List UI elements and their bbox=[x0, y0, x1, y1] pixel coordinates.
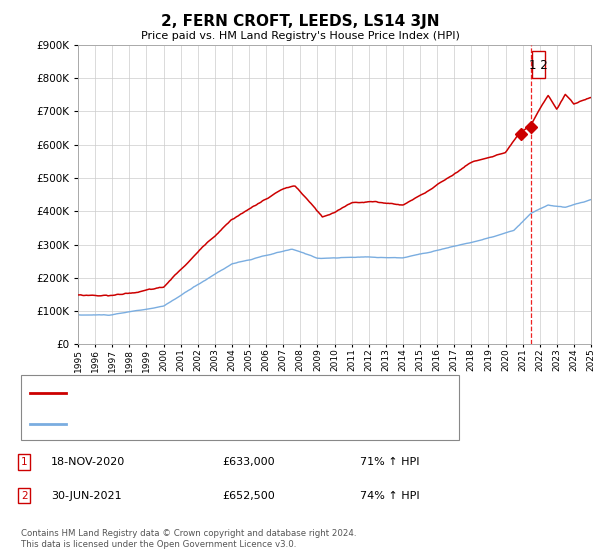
Text: 30-JUN-2021: 30-JUN-2021 bbox=[51, 491, 122, 501]
Text: HPI: Average price, detached house, Leeds: HPI: Average price, detached house, Leed… bbox=[72, 418, 295, 428]
Text: 74% ↑ HPI: 74% ↑ HPI bbox=[360, 491, 419, 501]
Text: 1: 1 bbox=[21, 457, 28, 467]
Text: 71% ↑ HPI: 71% ↑ HPI bbox=[360, 457, 419, 467]
Text: Contains HM Land Registry data © Crown copyright and database right 2024.
This d: Contains HM Land Registry data © Crown c… bbox=[21, 529, 356, 549]
Text: 18-NOV-2020: 18-NOV-2020 bbox=[51, 457, 125, 467]
Text: 2, FERN CROFT, LEEDS, LS14 3JN (detached house): 2, FERN CROFT, LEEDS, LS14 3JN (detached… bbox=[72, 388, 338, 398]
Text: 2: 2 bbox=[21, 491, 28, 501]
Text: Price paid vs. HM Land Registry's House Price Index (HPI): Price paid vs. HM Land Registry's House … bbox=[140, 31, 460, 41]
Text: £652,500: £652,500 bbox=[222, 491, 275, 501]
Text: 2, FERN CROFT, LEEDS, LS14 3JN: 2, FERN CROFT, LEEDS, LS14 3JN bbox=[161, 14, 439, 29]
Text: 1 2: 1 2 bbox=[529, 59, 548, 72]
FancyBboxPatch shape bbox=[532, 52, 545, 78]
Text: £633,000: £633,000 bbox=[222, 457, 275, 467]
